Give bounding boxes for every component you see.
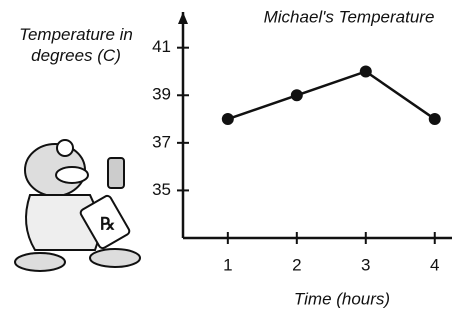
point [291, 89, 303, 101]
y-axis-arrow [178, 12, 188, 24]
x-tick-label: 3 [361, 255, 370, 274]
y-tick-label: 35 [152, 180, 171, 199]
point [429, 113, 441, 125]
y-axis-label: Temperature in degrees (C) [6, 24, 146, 66]
doctor-illustration: ℞ [15, 140, 140, 271]
x-tick-label: 2 [292, 255, 301, 274]
rx-icon: ℞ [100, 214, 115, 233]
line [228, 71, 435, 119]
y-tick-label: 39 [152, 85, 171, 104]
x-axis-label: Time (hours) [294, 289, 390, 308]
x-tick-label: 1 [223, 255, 232, 274]
y-tick-label: 41 [152, 37, 171, 56]
chart-title: Michael's Temperature [264, 7, 435, 26]
point [222, 113, 234, 125]
page: Michael's Temperature Time (hours) ℞ 35 3… [0, 0, 461, 318]
y-tick-label: 37 [152, 132, 171, 151]
x-tick-label: 4 [430, 255, 439, 274]
point [360, 65, 372, 77]
